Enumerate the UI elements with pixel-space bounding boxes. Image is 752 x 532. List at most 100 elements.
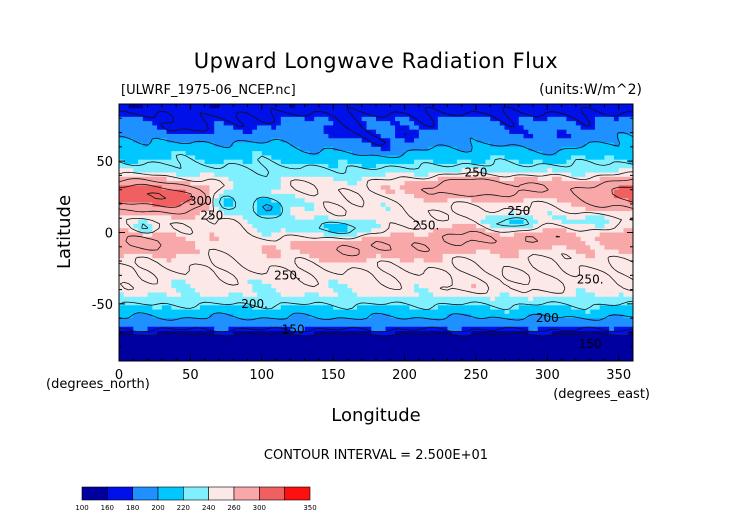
heatmap-cell <box>299 168 306 174</box>
heatmap-cell <box>613 176 620 182</box>
heatmap-cell <box>542 193 548 199</box>
heatmap-cell <box>423 223 429 229</box>
heatmap-cell <box>480 159 487 165</box>
heatmap-cell <box>504 219 510 225</box>
heatmap-cell <box>266 253 272 259</box>
heatmap-cell <box>571 133 577 139</box>
heatmap-cell <box>247 253 253 259</box>
heatmap-cell <box>123 232 130 238</box>
heatmap-cell <box>147 142 153 148</box>
heatmap-cell <box>147 155 153 161</box>
heatmap-cell <box>390 292 396 298</box>
heatmap-cell <box>376 249 382 255</box>
heatmap-cell <box>414 176 420 182</box>
heatmap-cell <box>533 104 539 109</box>
heatmap-cell <box>204 219 211 225</box>
heatmap-cell <box>590 266 596 272</box>
heatmap-cell <box>442 172 448 178</box>
heatmap-cell <box>171 168 177 174</box>
heatmap-cell <box>404 176 410 182</box>
heatmap-cell <box>475 258 482 264</box>
heatmap-cell <box>461 253 468 259</box>
heatmap-cell <box>480 138 487 144</box>
heatmap-cell <box>390 125 396 131</box>
heatmap-cell <box>442 275 448 281</box>
heatmap-cell <box>157 279 163 285</box>
heatmap-cell <box>504 223 510 229</box>
heatmap-cell <box>176 292 182 298</box>
heatmap-cell <box>166 301 172 306</box>
heatmap-cell <box>257 219 263 225</box>
heatmap-cell <box>471 142 477 148</box>
heatmap-cell <box>447 219 453 225</box>
heatmap-cell <box>233 292 239 298</box>
heatmap-cell <box>404 172 410 178</box>
heatmap-cell <box>138 288 144 294</box>
heatmap-cell <box>466 219 472 225</box>
heatmap-cell <box>261 189 268 195</box>
heatmap-cell <box>547 249 553 255</box>
heatmap-cell <box>414 104 420 109</box>
heatmap-cell <box>280 223 287 229</box>
heatmap-cell <box>490 232 496 238</box>
heatmap-cell <box>295 266 301 272</box>
heatmap-cell <box>490 292 496 298</box>
heatmap-cell <box>147 151 153 156</box>
heatmap-cell <box>366 172 372 178</box>
heatmap-cell <box>485 116 491 122</box>
heatmap-cell <box>604 146 610 152</box>
heatmap-cell <box>309 288 315 294</box>
heatmap-cell <box>199 138 206 144</box>
heatmap-cell <box>466 121 472 127</box>
heatmap-cell <box>356 223 363 229</box>
heatmap-cell <box>261 266 268 272</box>
heatmap-cell <box>276 151 282 156</box>
heatmap-cell <box>209 202 215 208</box>
heatmap-cell <box>585 266 591 272</box>
heatmap-cell <box>575 155 582 161</box>
heatmap-cell <box>475 193 482 199</box>
heatmap-cell <box>133 104 139 109</box>
heatmap-cell <box>571 219 577 225</box>
heatmap-cell <box>233 266 239 272</box>
heatmap-cell <box>480 198 487 204</box>
heatmap-cell <box>223 219 230 225</box>
heatmap-cell <box>204 232 211 238</box>
heatmap-cell <box>199 193 206 199</box>
heatmap-cell <box>333 163 339 169</box>
heatmap-cell <box>385 219 391 225</box>
heatmap-cell <box>261 133 268 139</box>
heatmap-cell <box>428 262 434 268</box>
heatmap-cell <box>209 219 215 225</box>
heatmap-cell <box>390 108 396 114</box>
heatmap-cell <box>323 168 330 174</box>
heatmap-cell <box>442 258 448 264</box>
heatmap-cell <box>442 151 448 156</box>
heatmap-cell <box>133 262 139 268</box>
heatmap-cell <box>618 155 625 161</box>
heatmap-cell <box>209 155 215 161</box>
heatmap-cell <box>590 206 596 212</box>
heatmap-cell <box>628 104 633 109</box>
heatmap-cell <box>142 129 149 135</box>
heatmap-cell <box>309 176 315 182</box>
heatmap-cell <box>428 125 434 131</box>
heatmap-cell <box>361 142 368 148</box>
heatmap-cell <box>314 253 320 259</box>
heatmap-cell <box>147 138 153 144</box>
heatmap-cell <box>323 108 330 114</box>
heatmap-cell <box>147 245 153 251</box>
heatmap-cell <box>561 253 567 259</box>
heatmap-cell <box>628 125 633 131</box>
heatmap-cell <box>133 223 139 229</box>
heatmap-cell <box>190 133 196 139</box>
heatmap-cell <box>337 249 344 255</box>
heatmap-cell <box>423 211 429 216</box>
heatmap-cell <box>119 219 125 225</box>
heatmap-cell <box>490 176 496 182</box>
heatmap-cell <box>585 125 591 131</box>
heatmap-cell <box>580 249 587 255</box>
heatmap-cell <box>271 181 277 186</box>
heatmap-cell <box>280 172 287 178</box>
heatmap-cell <box>523 249 529 255</box>
